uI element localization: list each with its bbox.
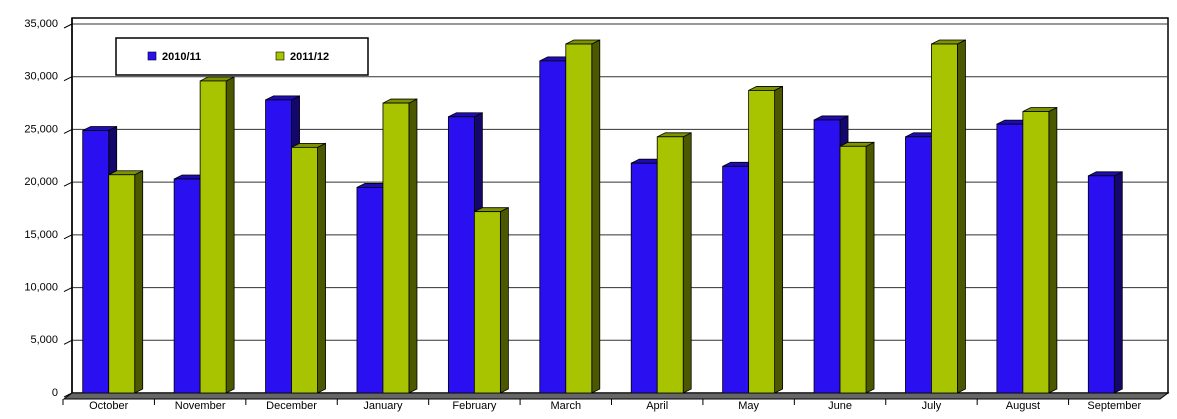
bar (839, 145, 867, 394)
legend-box (115, 37, 369, 76)
bar (265, 99, 292, 394)
bar-side (134, 170, 144, 394)
bar (199, 80, 227, 394)
bar (722, 165, 750, 394)
legend-swatch (147, 51, 157, 61)
bar-side (774, 85, 784, 394)
bar-side (1113, 171, 1123, 394)
bar-group (748, 85, 784, 394)
bar (291, 146, 318, 394)
x-tick-label: October (89, 400, 128, 412)
y-tick (63, 339, 73, 345)
y-tick-label: 25,000 (24, 123, 58, 135)
bar (108, 174, 136, 394)
legend-label: 2011/12 (290, 51, 329, 63)
y-tick-label: 0 (52, 387, 58, 399)
bar-side (865, 141, 875, 394)
bar-side (317, 142, 326, 394)
x-tick-label: August (1006, 400, 1040, 412)
bar-group (291, 142, 326, 394)
bar (996, 123, 1024, 394)
bar (173, 178, 201, 394)
y-tick-label: 20,000 (24, 176, 58, 188)
legend-label: 2010/11 (162, 51, 201, 63)
bar-group (382, 98, 418, 394)
bar (382, 102, 410, 394)
bar-side (225, 76, 235, 394)
x-tick-label: April (646, 400, 668, 412)
bar (82, 130, 110, 394)
bar-group (473, 207, 509, 394)
y-tick (63, 181, 73, 187)
y-tick-label: 30,000 (24, 71, 58, 83)
bar (1087, 175, 1115, 394)
bar (447, 116, 475, 394)
y-tick-label: 35,000 (24, 18, 58, 30)
y-tick-label: 5,000 (30, 334, 58, 346)
bar (813, 119, 841, 394)
bar (1022, 111, 1050, 394)
bar (630, 162, 658, 394)
bar (539, 60, 567, 394)
floor (62, 392, 1170, 400)
bar-side (957, 39, 966, 394)
x-tick-label: February (452, 400, 497, 412)
bar-side (408, 98, 418, 394)
y-tick (63, 234, 73, 240)
bar (656, 136, 684, 394)
x-tick-label: March (551, 400, 582, 412)
bar-side (499, 207, 509, 394)
y-tick (63, 76, 73, 82)
bar (565, 43, 593, 394)
bar (473, 211, 501, 394)
y-tick-label: 15,000 (24, 229, 58, 241)
bar-group (199, 76, 235, 394)
bar-side (591, 39, 601, 394)
x-tick-label: June (828, 400, 852, 412)
bar-side (1048, 106, 1058, 394)
x-tick-label: September (1087, 400, 1141, 412)
x-tick-label: November (175, 400, 226, 412)
x-tick-label: January (363, 400, 403, 412)
legend-swatch (275, 51, 285, 61)
y-tick (63, 23, 73, 29)
bar (748, 90, 776, 394)
bar-group (839, 141, 875, 394)
y-tick-label: 10,000 (24, 281, 58, 293)
bar-group (656, 132, 692, 394)
bar-group (1022, 106, 1058, 394)
y-tick (63, 128, 73, 134)
bar (931, 43, 958, 394)
bar-group (931, 39, 966, 394)
bar (356, 187, 384, 394)
x-tick-label: December (266, 400, 317, 412)
bar (905, 136, 932, 394)
x-tick-label: May (738, 400, 759, 412)
x-tick-label: July (922, 400, 942, 412)
bar-group (108, 170, 144, 394)
bar-side (682, 132, 692, 394)
y-tick (63, 287, 73, 293)
bar-group (1087, 171, 1123, 394)
bar-group (565, 39, 601, 394)
